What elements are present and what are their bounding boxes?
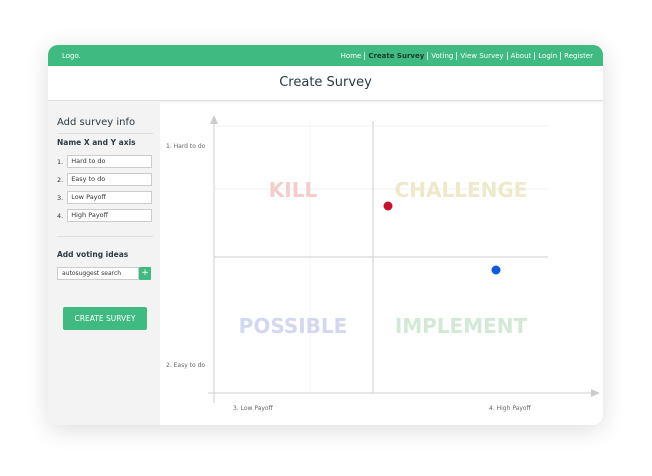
- sidebar-heading: Add survey info: [57, 117, 136, 128]
- y-top-label: 1. Hard to do: [166, 143, 206, 150]
- matrix: 1. Hard to do 2. Easy to do 3. Low Payof…: [166, 115, 600, 412]
- nav-link[interactable]: Login: [534, 51, 561, 60]
- axis-heading: Name X and Y axis: [57, 138, 136, 147]
- field-input[interactable]: Hard to do: [67, 155, 153, 168]
- nav-link[interactable]: About: [506, 51, 535, 60]
- x-left-label: 3. Low Payoff: [233, 405, 274, 412]
- logo[interactable]: Logo.: [62, 51, 81, 60]
- axis-field: 2. Easy to do: [57, 173, 153, 186]
- field-number: 4.: [57, 211, 64, 220]
- sidebar: Add survey info Name X and Y axis Add vo…: [48, 101, 160, 425]
- quadrant-label: CHALLENGE: [395, 178, 528, 202]
- add-button[interactable]: +: [139, 267, 151, 280]
- nav: Home Create Survey Voting View Survey About L…: [338, 51, 596, 60]
- field-input[interactable]: Easy to do: [67, 173, 153, 186]
- y-arrow: [210, 115, 218, 124]
- ideas-heading: Add voting ideas: [57, 250, 129, 259]
- x-arrow: [591, 389, 600, 397]
- axis-field: 3. Low Payoff: [57, 191, 153, 204]
- axis-field: 4. High Payoff: [57, 209, 153, 222]
- nav-link[interactable]: Voting: [427, 51, 457, 60]
- app-window: Logo. Home Create Survey Voting View Survey…: [48, 45, 603, 425]
- x-right-label: 4. High Payoff: [489, 405, 532, 412]
- field-input[interactable]: Low Payoff: [67, 191, 153, 204]
- nav-link[interactable]: Home: [340, 51, 362, 60]
- vote-dot[interactable]: [383, 201, 393, 211]
- vote-dot[interactable]: [491, 265, 501, 275]
- quadrant-label: POSSIBLE: [239, 314, 348, 338]
- y-bottom-label: 2. Easy to do: [166, 362, 205, 369]
- search-input[interactable]: autosuggest search: [57, 267, 139, 280]
- nav-link[interactable]: Register: [560, 51, 596, 60]
- nav-link[interactable]: Create Survey: [364, 51, 428, 60]
- field-number: 2.: [57, 175, 64, 184]
- field-input[interactable]: High Payoff: [67, 209, 153, 222]
- divider: [57, 133, 153, 134]
- field-number: 1.: [57, 157, 64, 166]
- page-title: Create Survey: [48, 66, 603, 101]
- field-number: 3.: [57, 193, 64, 202]
- top-bar: Logo. Home Create Survey Voting View Survey…: [48, 45, 603, 66]
- quadrant-label: KILL: [269, 178, 318, 202]
- axis-field: 1. Hard to do: [57, 155, 153, 168]
- nav-link[interactable]: View Survey: [456, 51, 507, 60]
- divider: [57, 236, 153, 237]
- quadrant-label: IMPLEMENT: [395, 314, 528, 338]
- create-survey-button[interactable]: CREATE SURVEY: [63, 307, 147, 330]
